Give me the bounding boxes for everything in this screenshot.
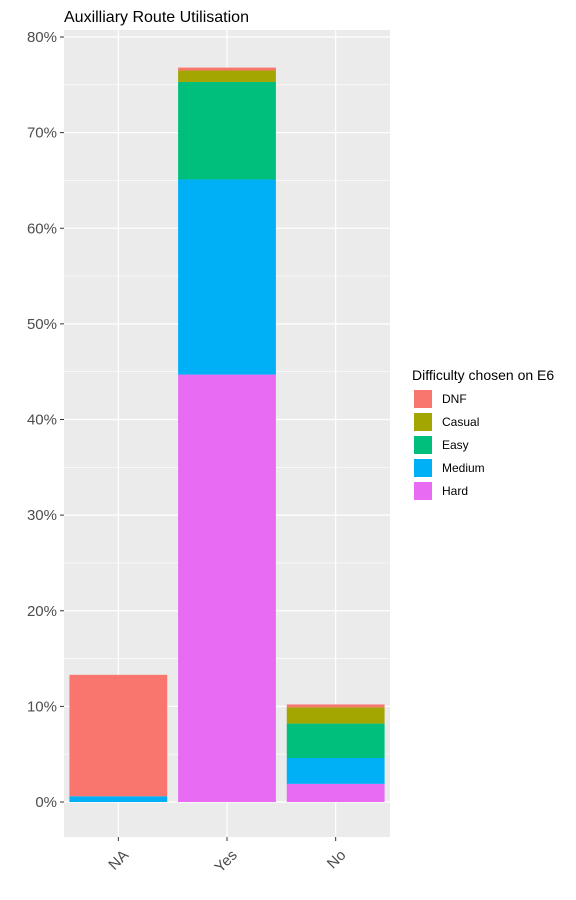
y-tick-label: 40% (27, 412, 57, 429)
bar-segment-hard (286, 783, 385, 802)
y-tick-label: 80% (27, 29, 57, 46)
bar-segment-dnf (178, 67, 276, 71)
bar-segment-easy (286, 723, 385, 759)
y-tick-label: 60% (27, 220, 57, 237)
x-tick-label: NA (105, 847, 132, 874)
y-tick-label: 50% (27, 316, 57, 333)
legend-key-medium (414, 459, 432, 477)
bar-segment-hard (178, 374, 276, 802)
bar-segment-medium (286, 758, 385, 784)
bars (69, 67, 385, 802)
bar-segment-medium (178, 179, 276, 375)
bar-segment-easy (178, 81, 276, 180)
bar-segment-casual (286, 707, 385, 724)
legend-label: Easy (442, 438, 469, 452)
legend: Difficulty chosen on E6 DNF Casual Easy Med… (412, 367, 554, 500)
y-tick-label: 10% (27, 698, 57, 715)
chart-title: Auxilliary Route Utilisation (64, 9, 249, 26)
y-tick-label: 70% (27, 125, 57, 142)
bar-segment-dnf (69, 674, 168, 797)
legend-label: Casual (442, 415, 479, 429)
x-tick-label: Yes (211, 847, 240, 876)
y-tick-label: 30% (27, 507, 57, 524)
legend-label: Medium (442, 461, 485, 475)
x-tick-label: No (324, 847, 350, 873)
y-axis: 0% 10% 20% 30% 40% 50% 60% 70% 80% (27, 29, 64, 811)
legend-key-easy (414, 436, 432, 454)
legend-key-casual (414, 413, 432, 431)
legend-key-hard (414, 482, 432, 500)
y-tick-label: 0% (35, 794, 57, 811)
legend-title: Difficulty chosen on E6 (412, 367, 554, 383)
x-axis: NA Yes No (105, 837, 349, 876)
legend-key-dnf (414, 390, 432, 408)
y-tick-label: 20% (27, 603, 57, 620)
bar-segment-medium (69, 796, 168, 802)
legend-label: DNF (442, 392, 467, 406)
bar-segment-dnf (286, 704, 385, 708)
legend-label: Hard (442, 484, 468, 498)
bar-segment-casual (178, 70, 276, 82)
